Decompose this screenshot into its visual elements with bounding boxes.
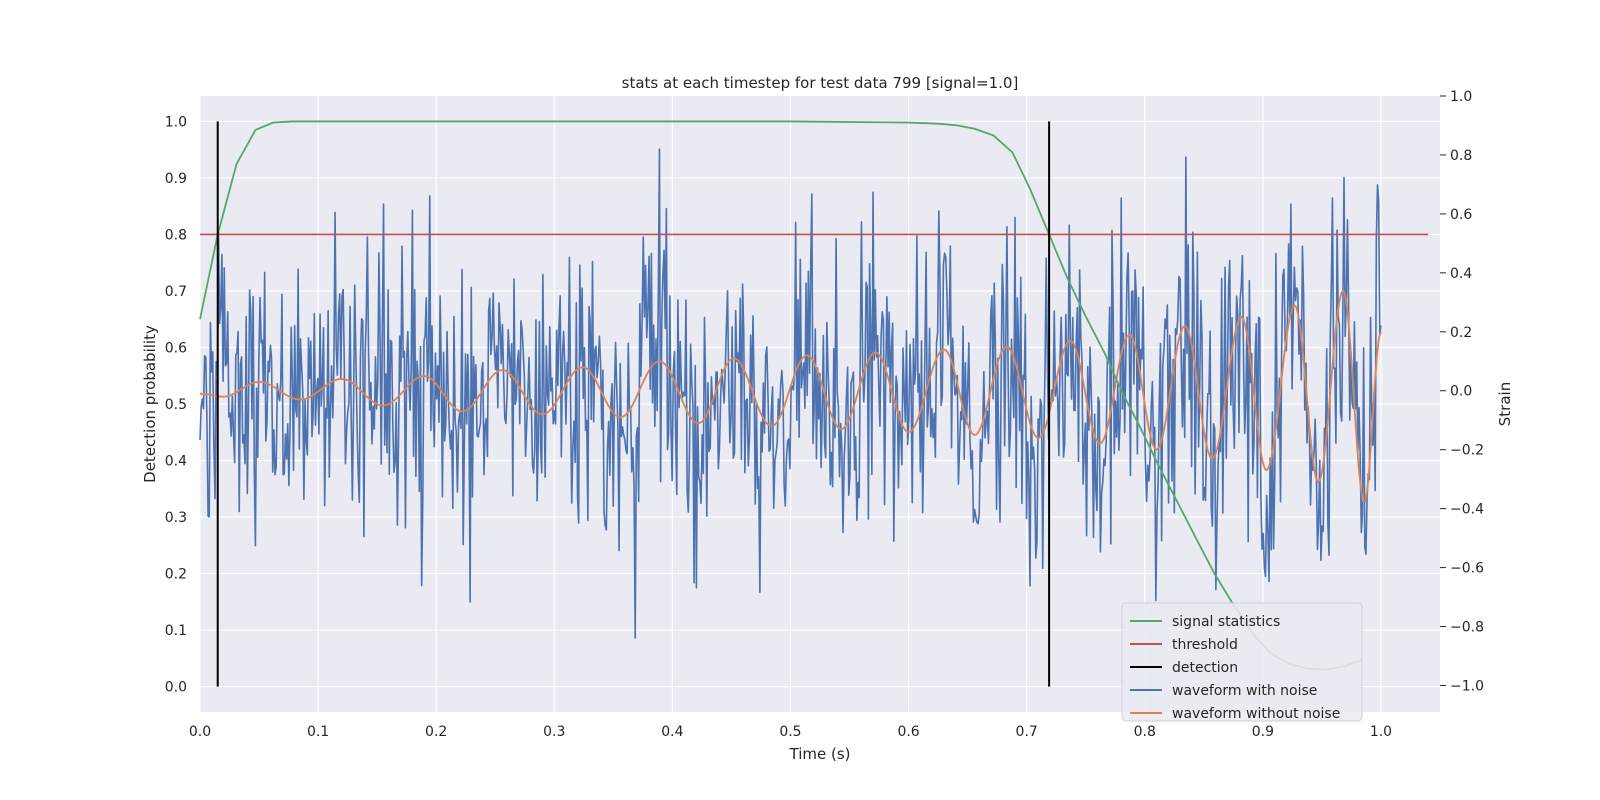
series-waveform-with-noise: [199, 148, 1382, 639]
x-tick-label: 0.1: [307, 724, 329, 740]
y2-tick-label: 0.2: [1450, 325, 1472, 341]
y2-axis-label: Strain: [1496, 382, 1514, 426]
y-tick-label: 0.5: [165, 397, 187, 413]
x-tick-label: 0.5: [779, 724, 801, 740]
y-tick-label: 1.0: [165, 114, 187, 130]
legend-entry: waveform without noise: [1172, 706, 1340, 722]
y-tick-label: 0.2: [165, 567, 187, 583]
x-tick-label: 0.7: [1016, 724, 1038, 740]
y-tick-label: 0.9: [165, 171, 187, 187]
y-tick-label: 0.6: [165, 340, 187, 356]
y-axis-right: −1.0 −0.8 −0.6 −0.4 −0.2 0.0 0.2 0.4 0.6 0.8 1.0: [1440, 89, 1484, 694]
series-layer: [199, 120, 1429, 687]
y2-tick-label: 0.6: [1450, 207, 1472, 223]
x-tick-label: 0.2: [425, 724, 447, 740]
y-tick-label: 0.8: [165, 227, 187, 243]
y-tick-label: 0.0: [165, 680, 187, 696]
y2-tick-label: −0.6: [1450, 561, 1484, 577]
x-tick-label: 0.4: [661, 724, 683, 740]
y2-tick-label: −1.0: [1450, 678, 1484, 694]
y2-tick-label: 0.8: [1450, 148, 1472, 164]
legend-box: [1121, 602, 1363, 722]
y2-tick-label: 0.4: [1450, 266, 1472, 282]
x-tick-label: 0.3: [543, 724, 565, 740]
x-axis-label: Time (s): [789, 745, 851, 763]
legend-entry: threshold: [1172, 637, 1238, 653]
y2-tick-label: −0.8: [1450, 620, 1484, 636]
y2-tick-label: −0.4: [1450, 502, 1484, 518]
y-tick-label: 0.4: [165, 454, 187, 470]
x-tick-label: 1.0: [1370, 724, 1392, 740]
y2-tick-label: −0.2: [1450, 443, 1484, 459]
chart-title: stats at each timestep for test data 799…: [622, 74, 1019, 92]
x-axis: 0.0 0.1 0.2 0.3 0.4 0.5 0.6 0.7 0.8 0.9 1.0: [189, 724, 1392, 740]
y-tick-label: 0.1: [165, 623, 187, 639]
y2-tick-label: 1.0: [1450, 89, 1472, 105]
x-tick-label: 0.9: [1252, 724, 1274, 740]
x-tick-label: 0.6: [897, 724, 919, 740]
legend-entry: waveform with noise: [1172, 683, 1317, 699]
y2-tick-label: 0.0: [1450, 384, 1472, 400]
y-tick-label: 0.3: [165, 510, 187, 526]
legend: signal statistics threshold detection wavef…: [1121, 602, 1363, 722]
x-tick-label: 0.8: [1134, 724, 1156, 740]
legend-entry: detection: [1172, 660, 1238, 676]
legend-entry: signal statistics: [1172, 614, 1280, 630]
series-waveform-without-noise: [199, 289, 1382, 503]
y-tick-label: 0.7: [165, 284, 187, 300]
y-axis-label: Detection probability: [141, 325, 159, 483]
x-tick-label: 0.0: [189, 724, 211, 740]
y-axis-left: 0.0 0.1 0.2 0.3 0.4 0.5 0.6 0.7 0.8 0.9 1.0: [165, 114, 187, 695]
